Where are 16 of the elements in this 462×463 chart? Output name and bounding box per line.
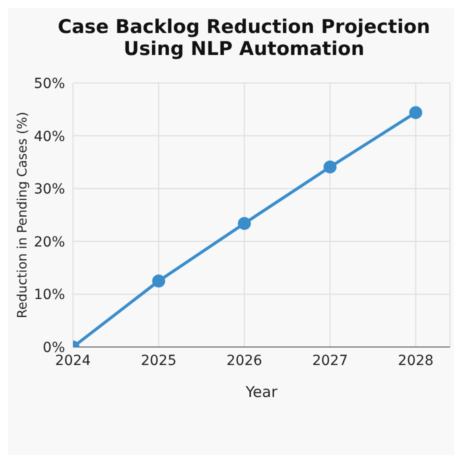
point <box>152 274 166 288</box>
chart-title: Case Backlog Reduction Projection Using NLP Automation <box>56 15 432 62</box>
y-tick-label: 50% <box>34 76 65 92</box>
x-axis-title: Year <box>244 383 278 401</box>
y-tick-label: 10% <box>34 287 65 304</box>
y-tick-label: 30% <box>34 182 65 198</box>
y-axis-title: Reduction in Pending Cases (%) <box>16 112 31 318</box>
x-tick-label: 2026 <box>226 352 262 369</box>
x-tick-label: 2025 <box>140 352 176 369</box>
point <box>238 216 251 230</box>
x-tick-label: 2027 <box>312 352 348 369</box>
x-tick-label: 2028 <box>398 352 434 369</box>
y-tick-label: 20% <box>34 234 65 250</box>
y-tick-label: 40% <box>34 128 65 145</box>
point <box>409 106 422 120</box>
point <box>324 160 337 174</box>
